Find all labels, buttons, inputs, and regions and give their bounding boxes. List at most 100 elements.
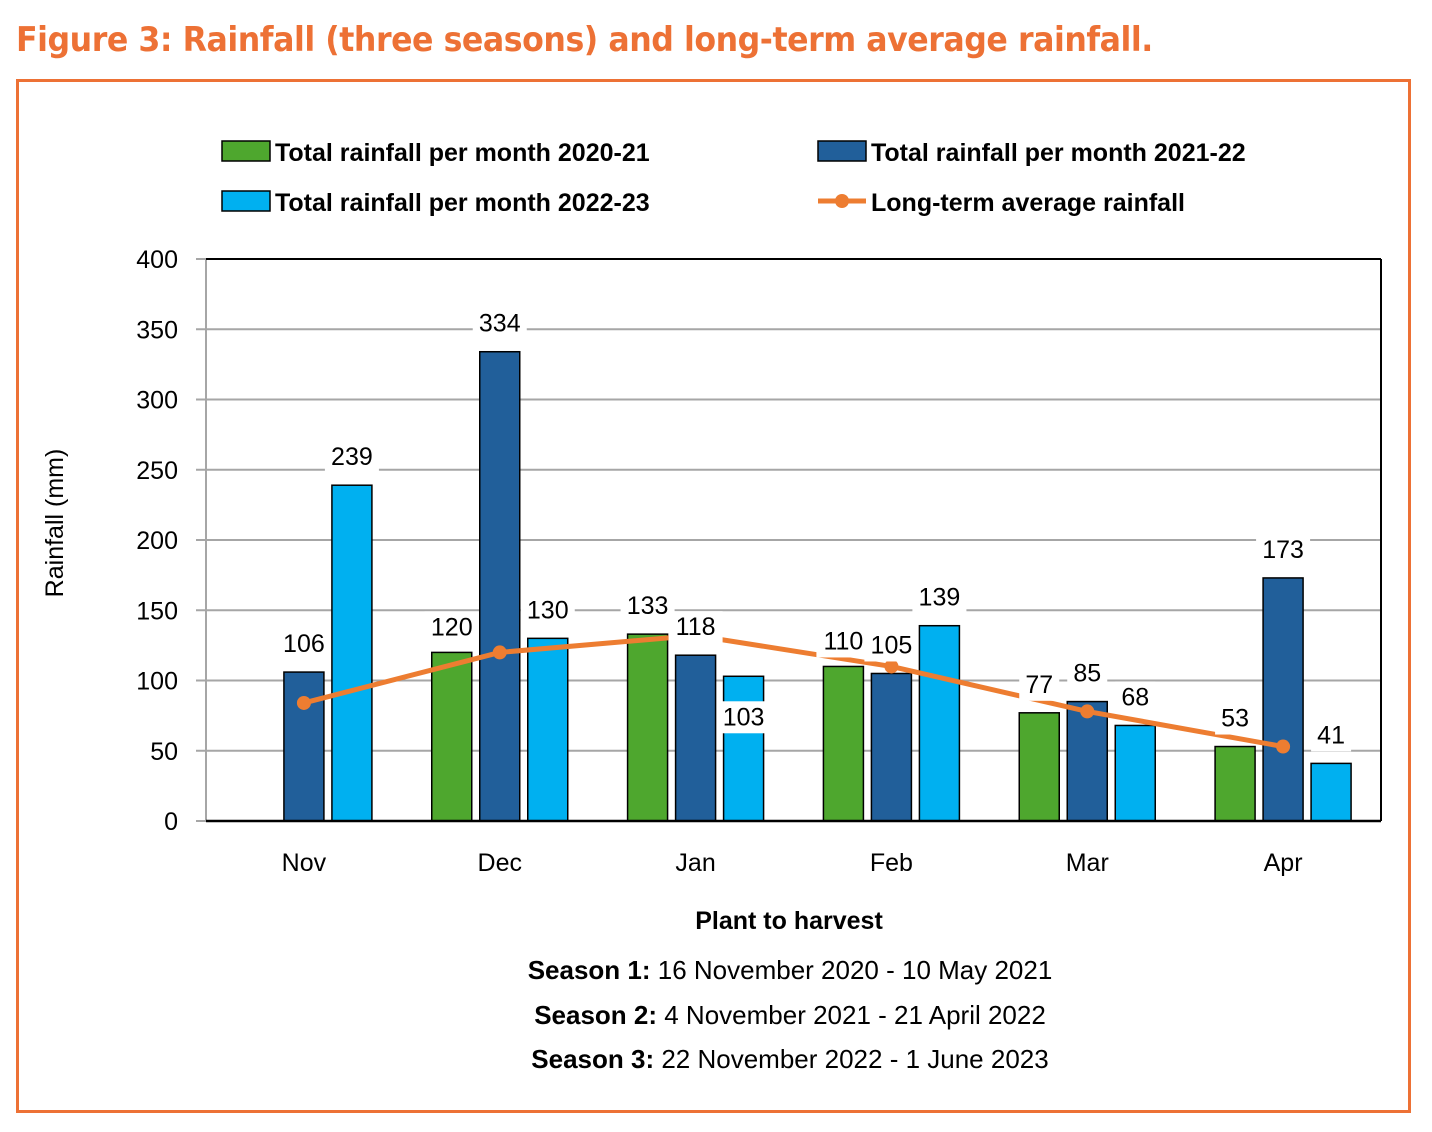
bar — [918, 624, 961, 822]
y-tick-label: 350 — [136, 316, 178, 344]
line-point — [1080, 704, 1095, 719]
data-label: 106 — [283, 630, 325, 658]
data-label-bg — [324, 441, 379, 474]
data-label-bg — [620, 590, 675, 623]
legend-swatch — [817, 140, 867, 162]
y-tick-label: 50 — [150, 738, 178, 766]
data-label-bg — [1215, 702, 1256, 735]
y-tick-label: 250 — [136, 457, 178, 485]
legend-marker — [835, 194, 849, 208]
legend-label: Total rainfall per month 2020-21 — [275, 139, 650, 167]
legend-swatch — [221, 190, 271, 212]
data-label: 173 — [1262, 536, 1304, 564]
bar — [1310, 762, 1352, 822]
x-tick-label: Dec — [478, 849, 522, 877]
data-label: 120 — [431, 613, 473, 641]
line-marks — [296, 628, 1291, 754]
data-label-bg — [1311, 719, 1352, 752]
season-range: 16 November 2020 - 10 May 2021 — [650, 955, 1053, 985]
data-label: 105 — [871, 631, 913, 659]
legend-swatch — [221, 140, 271, 162]
bar — [1114, 724, 1156, 822]
data-label-bg — [276, 628, 331, 661]
data-label-bg — [424, 611, 479, 644]
data-label-bg — [864, 629, 919, 662]
x-tick-label: Apr — [1264, 849, 1303, 877]
bar — [822, 665, 865, 822]
line-point — [296, 695, 311, 710]
season-note: Season 1: 16 November 2020 - 10 May 2021 — [0, 948, 1432, 993]
data-label: 118 — [676, 613, 716, 641]
y-axis-title: Rainfall (mm) — [41, 449, 69, 598]
season-note: Season 2: 4 November 2021 - 21 April 202… — [0, 993, 1432, 1038]
data-label: 77 — [1025, 671, 1053, 699]
bar — [626, 633, 669, 822]
data-label-bg — [1115, 681, 1156, 714]
legend-label: Total rainfall per month 2022-23 — [275, 189, 650, 217]
data-label: 139 — [919, 584, 961, 612]
data-label-bg — [912, 581, 967, 614]
y-tick-label: 200 — [136, 527, 178, 555]
data-label-bg — [1067, 657, 1108, 690]
line-point — [492, 645, 507, 660]
data-label: 130 — [527, 596, 569, 624]
data-label-bg — [520, 594, 575, 627]
y-tick-label: 0 — [164, 808, 178, 836]
data-label-bg — [1256, 533, 1311, 566]
x-axis-title: Plant to harvest — [695, 907, 883, 935]
legend-label: Total rainfall per month 2021-22 — [871, 139, 1246, 167]
x-tick-label: Nov — [282, 849, 327, 877]
bar — [722, 675, 765, 822]
data-label: 68 — [1121, 683, 1149, 711]
season-range: 4 November 2021 - 21 April 2022 — [657, 999, 1046, 1030]
x-tick-label: Mar — [1066, 849, 1109, 877]
season-label: Season 2: — [534, 999, 658, 1030]
bar — [674, 654, 717, 822]
bar — [870, 672, 913, 822]
bar — [1214, 745, 1256, 822]
data-label-bg — [816, 625, 871, 658]
data-label: 334 — [479, 310, 521, 338]
line-series — [303, 633, 1284, 749]
data-label-bg — [472, 307, 527, 340]
data-label: 85 — [1073, 660, 1101, 688]
chart-legend: Total rainfall per month 2020-21 Total ra… — [221, 139, 1246, 217]
line-point — [884, 659, 899, 674]
season-note: Season 3: 22 November 2022 - 1 June 2023 — [0, 1037, 1432, 1082]
season-label: Season 1: — [527, 955, 651, 985]
data-label: 41 — [1317, 721, 1345, 749]
bar — [1066, 700, 1108, 822]
data-label: 133 — [627, 592, 669, 620]
season-notes: Season 1: 16 November 2020 - 10 May 2021… — [0, 948, 1432, 1082]
data-label-bg — [716, 701, 771, 734]
bar — [431, 651, 473, 822]
x-tick-label: Jan — [675, 849, 715, 877]
data-labels: 120 133 110 77 53 106 334 118 105 85 173 239 130 103 1… — [276, 307, 1352, 752]
season-label: Season 3: — [531, 1044, 655, 1074]
y-tick-label: 300 — [136, 387, 178, 415]
data-label-bg — [1019, 668, 1060, 701]
bar — [479, 350, 521, 822]
y-tick-label: 150 — [136, 597, 178, 625]
gridlines — [206, 258, 1381, 752]
figure-title: Figure 3: Rainfall (three seasons) and l… — [16, 20, 1153, 60]
data-label: 103 — [723, 703, 765, 731]
axes: 0 50 100 150 200 250 300 350 400 Nov Dec Jan Feb Mar A… — [136, 246, 1382, 877]
season-range: 22 November 2022 - 1 June 2023 — [654, 1044, 1049, 1074]
figure-frame — [16, 79, 1411, 1113]
data-label: 239 — [331, 443, 373, 471]
y-tick-label: 100 — [136, 668, 178, 696]
line-point — [1276, 739, 1291, 754]
bar — [1018, 712, 1060, 822]
bar — [331, 484, 373, 822]
bar — [1262, 577, 1304, 822]
data-label-bg — [668, 611, 723, 644]
data-label: 53 — [1221, 705, 1249, 733]
data-label: 110 — [823, 627, 863, 655]
y-tick-label: 400 — [136, 246, 178, 274]
bar — [283, 671, 325, 822]
x-tick-label: Feb — [870, 849, 913, 877]
legend-label: Long-term average rainfall — [871, 189, 1185, 217]
bar-marks — [283, 350, 1352, 822]
